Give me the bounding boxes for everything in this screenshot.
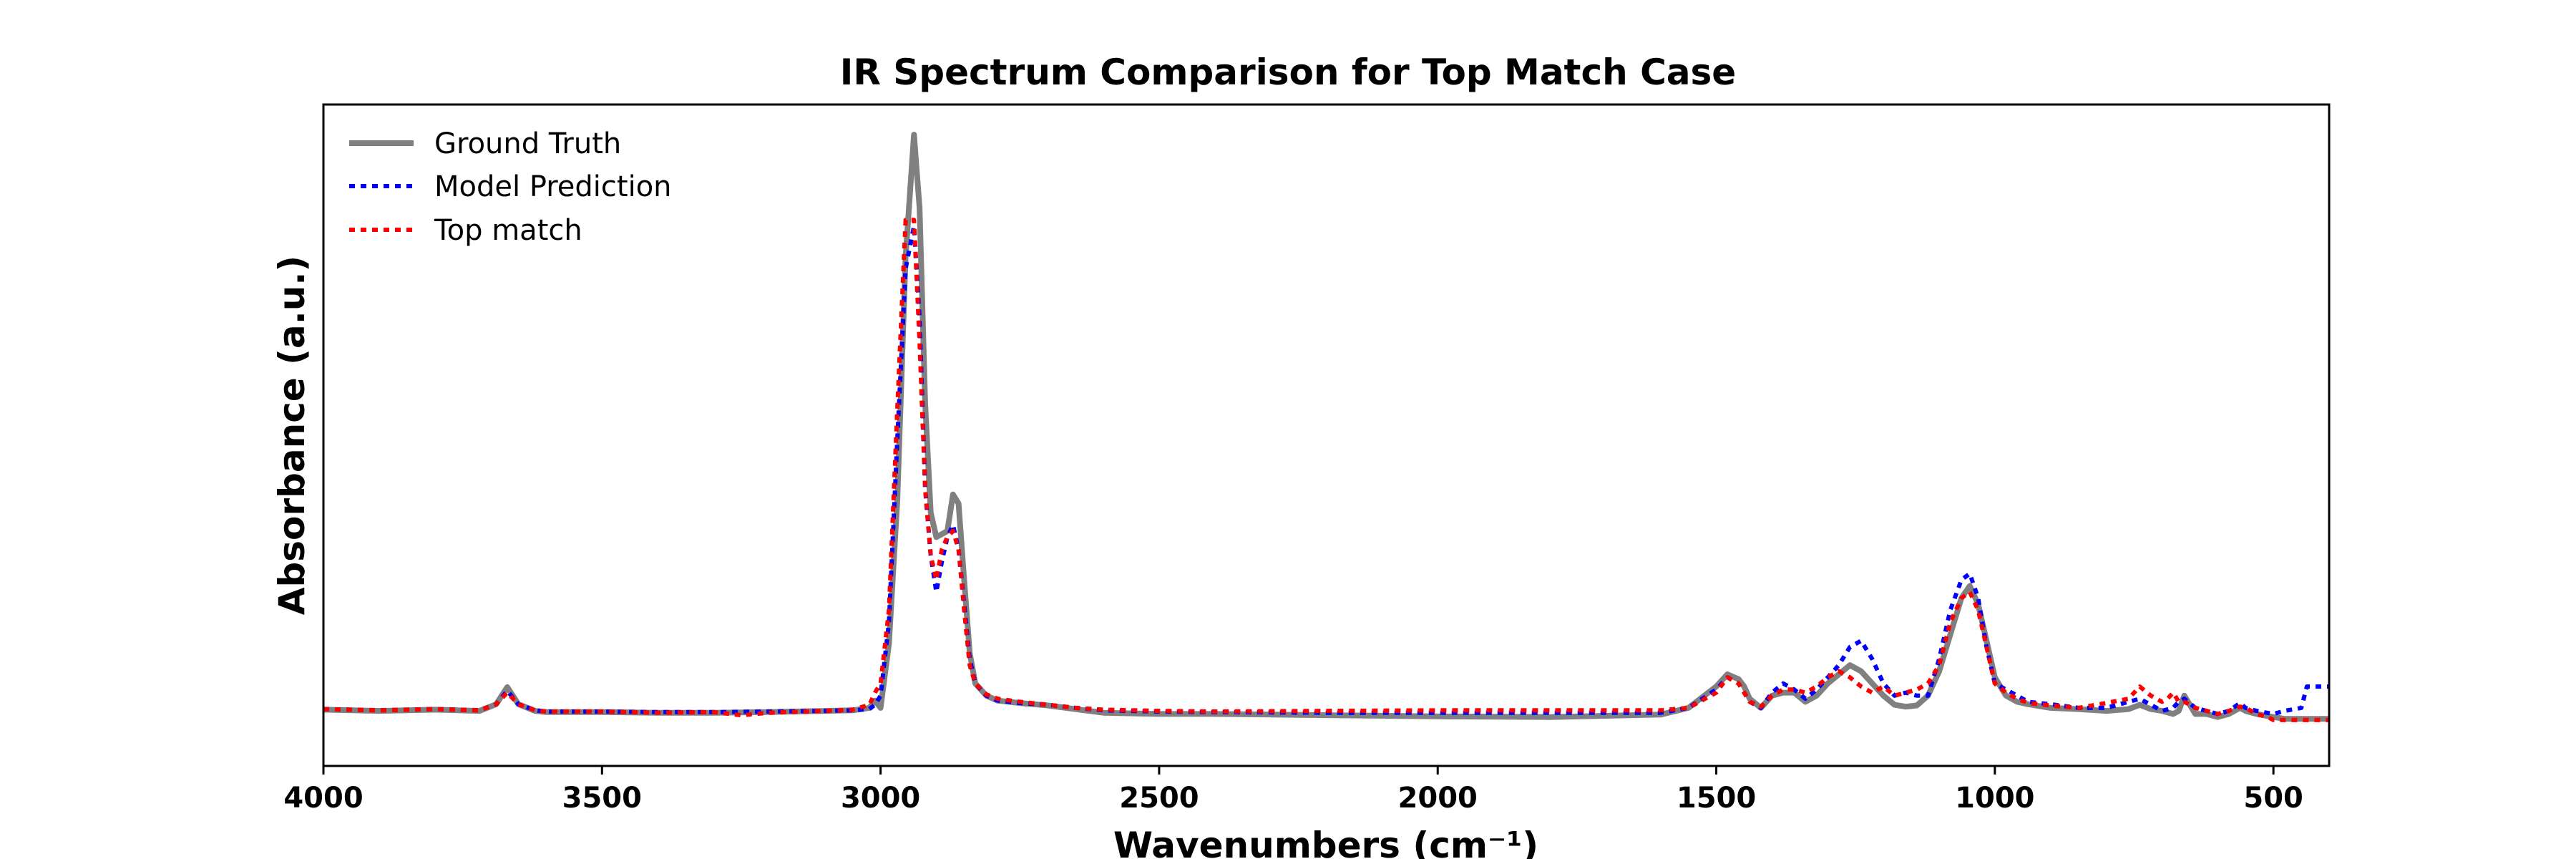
- x-tick-label: 3000: [841, 782, 920, 815]
- plot-area-frame: [322, 103, 2331, 767]
- x-tick-label: 500: [2243, 782, 2303, 815]
- legend-label-top-match: Top match: [434, 214, 582, 247]
- x-tick-label: 1500: [1677, 782, 1756, 815]
- x-tick-label: 4000: [283, 782, 363, 815]
- legend-label-ground-truth: Ground Truth: [434, 127, 621, 160]
- series-line-ground-truth: [323, 132, 2329, 722]
- x-tick-label: 2000: [1398, 782, 1478, 815]
- x-axis-ticks: 4000 3500 3000 2500 2000 1500 1000 500: [283, 766, 2303, 815]
- x-tick-label: 1000: [1955, 782, 2034, 815]
- legend: Ground Truth Model Prediction Top match: [349, 127, 672, 247]
- x-axis-label: Wavenumbers (cm⁻¹): [1113, 825, 1538, 859]
- series-layer: [323, 132, 2329, 722]
- y-axis-label: Absorbance (a.u.): [271, 256, 313, 615]
- chart-title: IR Spectrum Comparison for Top Match Cas…: [840, 52, 1736, 93]
- legend-label-model-prediction: Model Prediction: [434, 170, 672, 203]
- x-tick-label: 3500: [562, 782, 642, 815]
- x-tick-label: 2500: [1119, 782, 1199, 815]
- series-line-model-prediction: [323, 223, 2329, 717]
- series-line-top-match: [323, 218, 2329, 722]
